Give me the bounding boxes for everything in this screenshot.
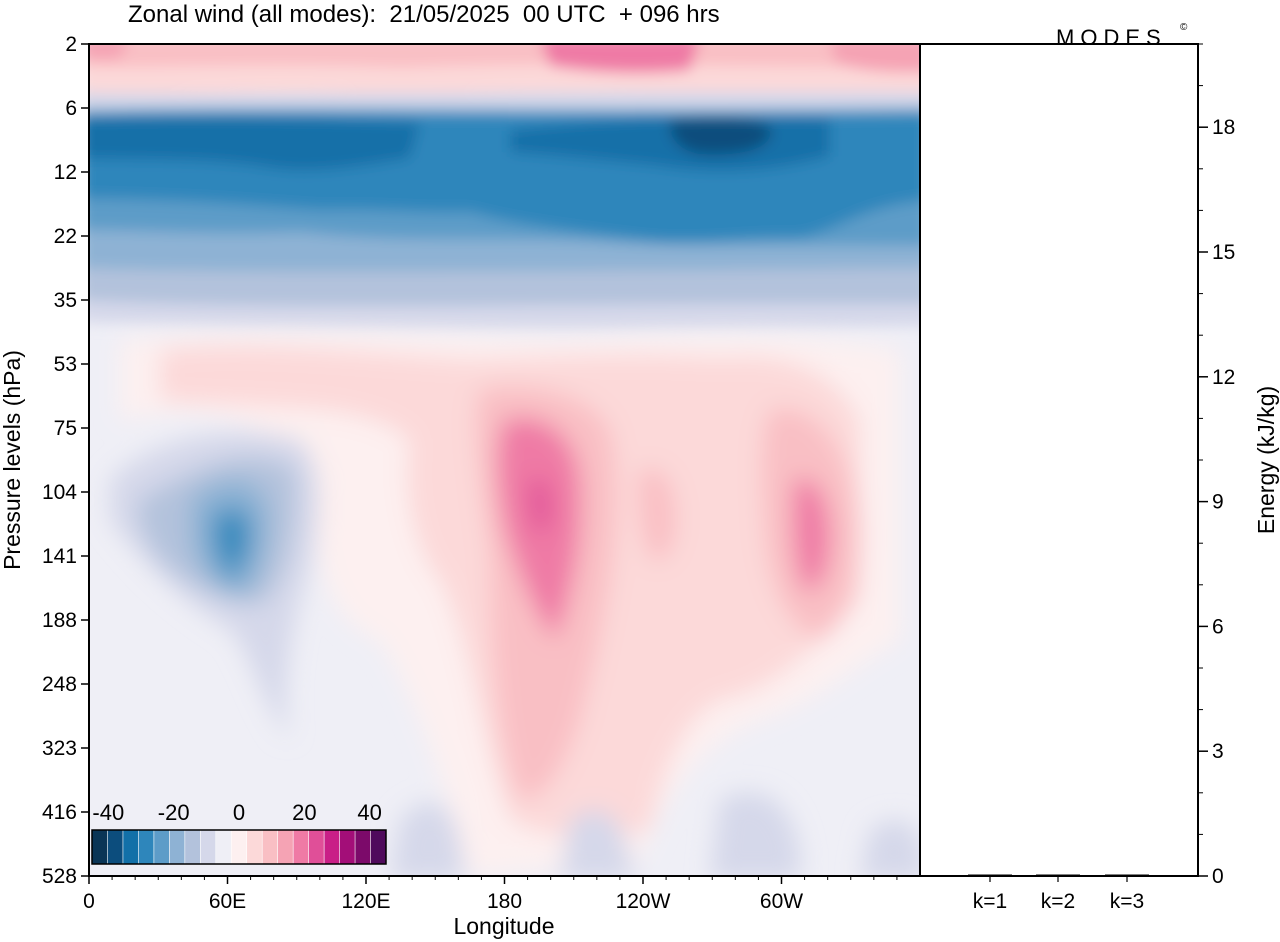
x-axis: 0 60E 120E 180 120W 60W [83, 876, 898, 913]
band-lower-light [89, 268, 920, 309]
colorbar-swatch [122, 829, 140, 865]
colorbar-swatch [91, 829, 109, 865]
surface-easterly-3 [710, 792, 800, 876]
band-upper-positive-core [89, 44, 920, 68]
colorbar-swatch [292, 829, 310, 865]
colorbar-swatch [277, 829, 294, 865]
jet-max [669, 117, 772, 155]
y-tick-label: 416 [42, 801, 77, 824]
energy-category-label: k=2 [1041, 890, 1075, 913]
y-tick-label: 104 [42, 481, 77, 504]
colorbar-swatch [184, 829, 201, 865]
y-tick-label: 141 [42, 545, 77, 568]
band-top-light-1 [89, 44, 127, 59]
energy-bar [968, 874, 1012, 876]
surface-easterly-1 [390, 802, 465, 876]
colorbar-swatch [138, 829, 155, 865]
y-tick-label: 323 [42, 737, 77, 760]
brand-logo: MODES [1056, 25, 1167, 50]
x-tick-label: 60W [760, 890, 803, 913]
brand-mark: © [1180, 22, 1188, 33]
colorbar-tick-label: 40 [357, 800, 381, 825]
colorbar-frame [91, 829, 387, 865]
y-tick-label: 35 [54, 289, 77, 312]
colorbar-tick-label: -40 [92, 800, 124, 825]
colorbar-swatch [230, 829, 248, 865]
colorbar-swatch [339, 829, 356, 865]
jet-60w-core [793, 478, 830, 591]
energy-tick-label: 0 [1212, 865, 1224, 888]
y-tick-label: 75 [54, 417, 77, 440]
zonal-wind-field [89, 44, 920, 876]
colorbar-swatch [169, 829, 186, 865]
energy-tick-label: 9 [1212, 491, 1224, 514]
y-axis-label: Pressure levels (hPa) [0, 350, 25, 570]
colorbar-tick-label: 20 [292, 800, 316, 825]
colorbar-tick-label: 0 [233, 800, 245, 825]
surface-easterly-2 [560, 810, 634, 876]
y-tick-label: 22 [54, 225, 77, 248]
y-tick-label: 12 [54, 161, 77, 184]
colorbar-swatch [215, 829, 232, 865]
energy-tick-label: 3 [1212, 740, 1224, 763]
energy-bars: k=1 k=2 k=3 [968, 874, 1149, 913]
energy-panel [919, 43, 1199, 877]
x-tick-label: 60E [209, 890, 246, 913]
colorbar-swatch [153, 829, 170, 865]
energy-category-label: k=3 [1110, 890, 1144, 913]
band-top-strong [542, 44, 698, 73]
energy-axis-label: Energy (kJ/kg) [1253, 386, 1279, 534]
energy-tick-label: 15 [1212, 241, 1235, 264]
colorbar-swatch [354, 829, 372, 865]
band-lower-faint [89, 300, 920, 330]
colorbar-swatch [370, 829, 387, 865]
energy-category-label: k=1 [973, 890, 1007, 913]
easterly-60e-max [220, 515, 244, 565]
y-tick-label: 6 [65, 97, 77, 120]
x-axis-label: Longitude [453, 913, 554, 939]
x-tick-label: 0 [83, 890, 95, 913]
colorbar-swatch [107, 829, 124, 865]
y-tick-label: 248 [42, 673, 77, 696]
energy-tick-label: 12 [1212, 366, 1235, 389]
energy-tick-label: 18 [1212, 116, 1235, 139]
y-tick-label: 53 [54, 353, 77, 376]
y-tick-label: 188 [42, 609, 77, 632]
energy-tick-label: 6 [1212, 615, 1224, 638]
energy-bar [1105, 874, 1149, 876]
colorbar-swatch [308, 829, 325, 865]
energy-axis: 0 3 6 9 12 15 18 [1198, 43, 1235, 888]
colorbar-swatch [261, 829, 279, 865]
x-tick-label: 120E [341, 890, 390, 913]
colorbar-swatch [200, 829, 217, 865]
jet-dateline-core [529, 476, 551, 535]
energy-bar [1036, 874, 1080, 876]
colorbar-tick-label: -20 [158, 800, 190, 825]
x-tick-label: 180 [487, 890, 522, 913]
colorbar: -40 -20 0 20 40 [91, 800, 387, 865]
chart-title: Zonal wind (all modes): 21/05/2025 00 UT… [128, 1, 720, 28]
colorbar-swatch [323, 829, 341, 865]
x-tick-label: 120W [616, 890, 671, 913]
energy-frame [919, 43, 1199, 877]
surface-easterly-4 [860, 820, 920, 876]
small-positive-1 [160, 361, 215, 403]
band-jet-core [89, 116, 420, 171]
y-axis: 2 6 12 22 35 53 75 104 141 188 248 323 416 528 [42, 33, 89, 888]
y-tick-label: 528 [42, 865, 77, 888]
jet-110w [638, 468, 676, 561]
band-top-strong-2 [831, 44, 920, 73]
colorbar-swatch [246, 829, 263, 865]
y-tick-label: 2 [65, 33, 77, 56]
